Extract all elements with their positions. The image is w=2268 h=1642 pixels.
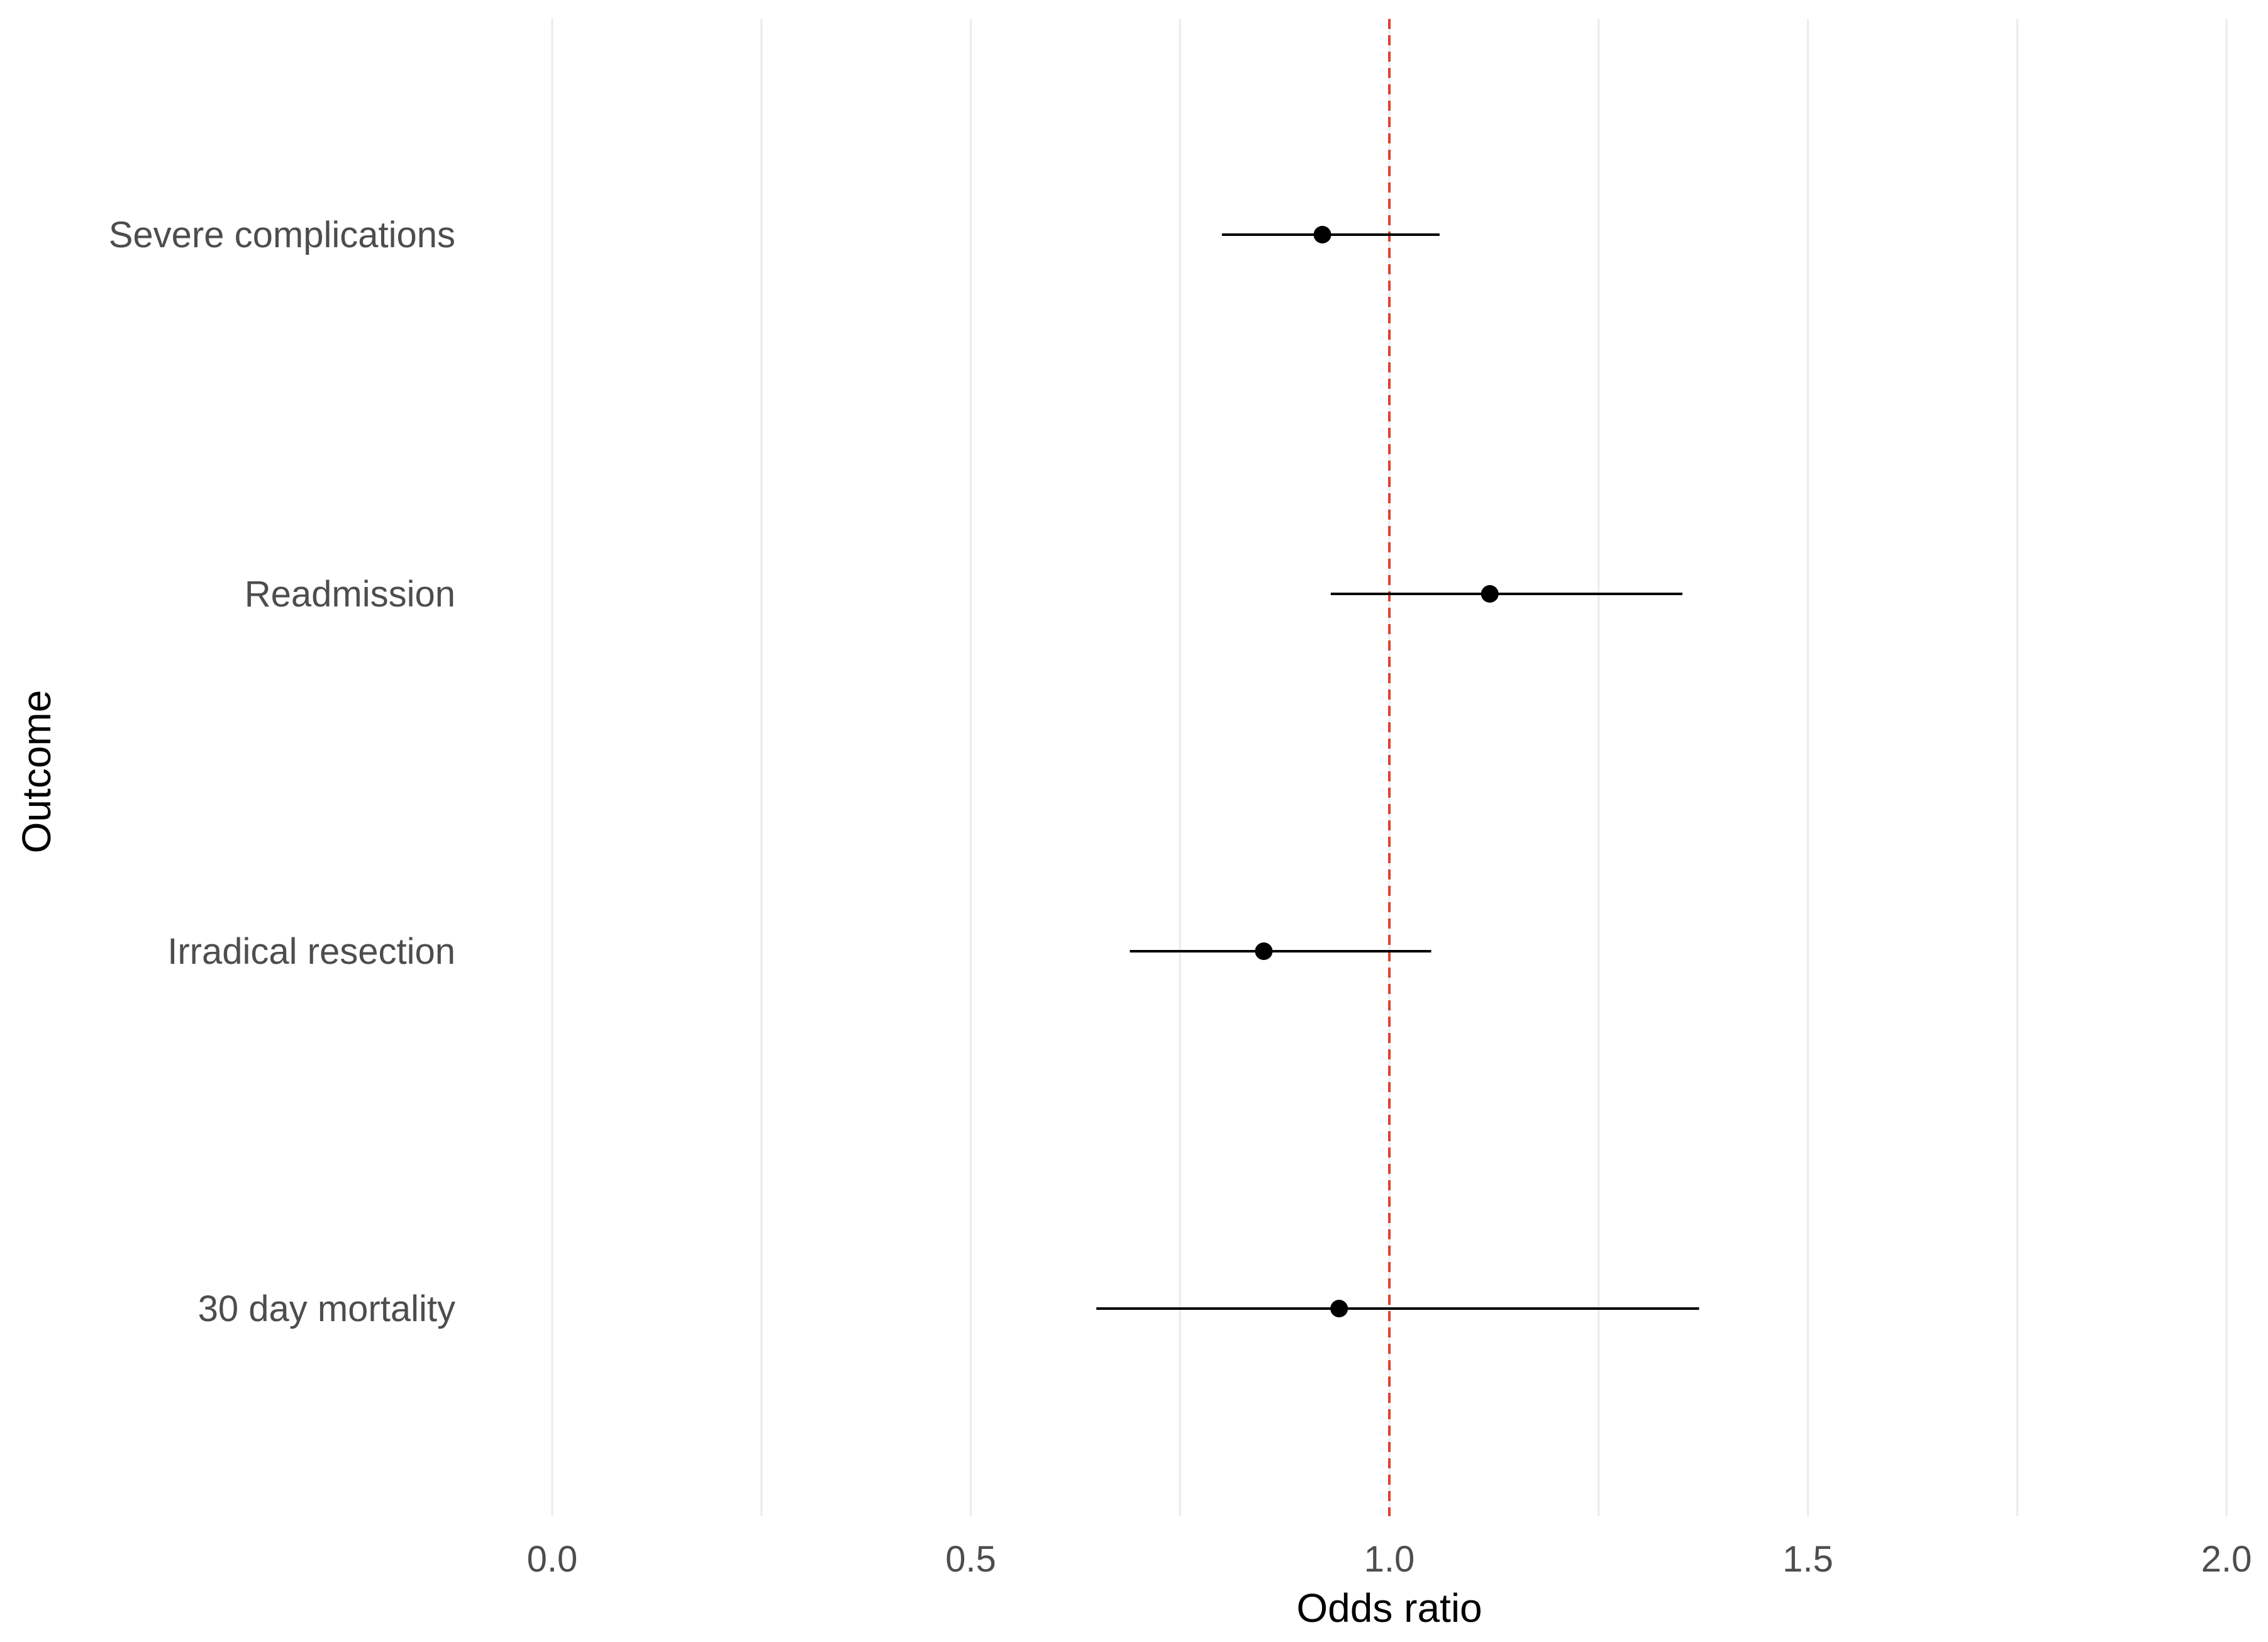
- x-axis-title: Odds ratio: [1296, 1585, 1482, 1631]
- y-tick-label: Readmission: [245, 574, 455, 615]
- y-axis-title: Outcome: [14, 690, 59, 854]
- point-estimate: [1330, 1300, 1348, 1317]
- x-tick-label: 1.5: [1782, 1539, 1833, 1580]
- grid-lines: [551, 19, 2228, 1516]
- y-tick-label: 30 day mortality: [198, 1288, 455, 1329]
- y-tick-label: Irradical resection: [167, 931, 455, 972]
- point-estimates: [1255, 226, 1499, 1317]
- x-tick-label: 0.0: [527, 1539, 578, 1580]
- confidence-intervals: [1096, 233, 1699, 1310]
- point-estimate: [1255, 942, 1273, 960]
- x-tick-label: 1.0: [1364, 1539, 1415, 1580]
- point-estimate: [1313, 226, 1331, 243]
- x-tick-labels: 0.0 0.5 1.0 1.5 2.0: [527, 1539, 2252, 1580]
- y-tick-label: Severe complications: [109, 215, 455, 255]
- x-tick-label: 0.5: [945, 1539, 996, 1580]
- y-tick-labels: Severe complications Readmission Irradical…: [109, 215, 455, 1329]
- point-estimate: [1481, 585, 1499, 603]
- x-tick-label: 2.0: [2201, 1539, 2252, 1580]
